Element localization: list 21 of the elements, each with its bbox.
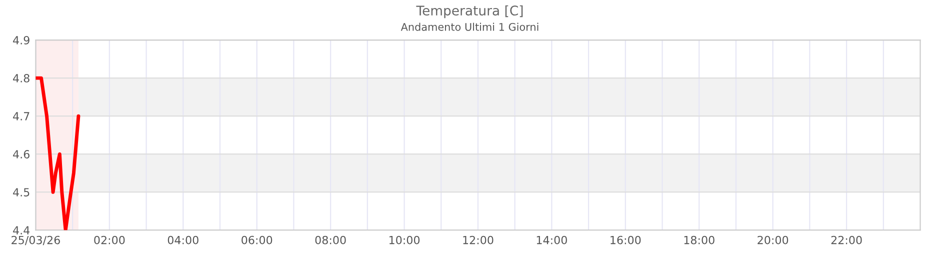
x-tick-label: 08:00: [315, 236, 346, 244]
x-tick-label: 25/03/26: [12, 236, 60, 246]
x-tick-label: 02:00: [94, 236, 125, 244]
y-tick-label: 4.5: [13, 188, 30, 196]
x-tick-label: 12:00: [463, 236, 494, 244]
y-tick-label: 4.9: [13, 36, 30, 44]
line-series: [36, 76, 80, 230]
x-tick-label: 04:00: [168, 236, 198, 244]
x-tick-label: 22:00: [831, 236, 862, 244]
x-tick-label: 10:00: [389, 236, 420, 244]
x-tick-label: 16:00: [610, 236, 641, 244]
chart-title: Temperatura [C]: [416, 5, 523, 18]
y-tick-label: 4.4: [13, 226, 30, 234]
y-tick-label: 4.8: [13, 74, 30, 82]
chart-subtitle: Andamento Ultimi 1 Giorni: [400, 22, 538, 31]
y-tick-label: 4.6: [13, 150, 30, 158]
x-tick-label: 14:00: [536, 236, 567, 244]
x-tick-label: 20:00: [758, 236, 788, 244]
y-tick-label: 4.7: [13, 112, 30, 120]
x-tick-label: 18:00: [684, 236, 714, 244]
x-tick-label: 06:00: [242, 236, 272, 244]
